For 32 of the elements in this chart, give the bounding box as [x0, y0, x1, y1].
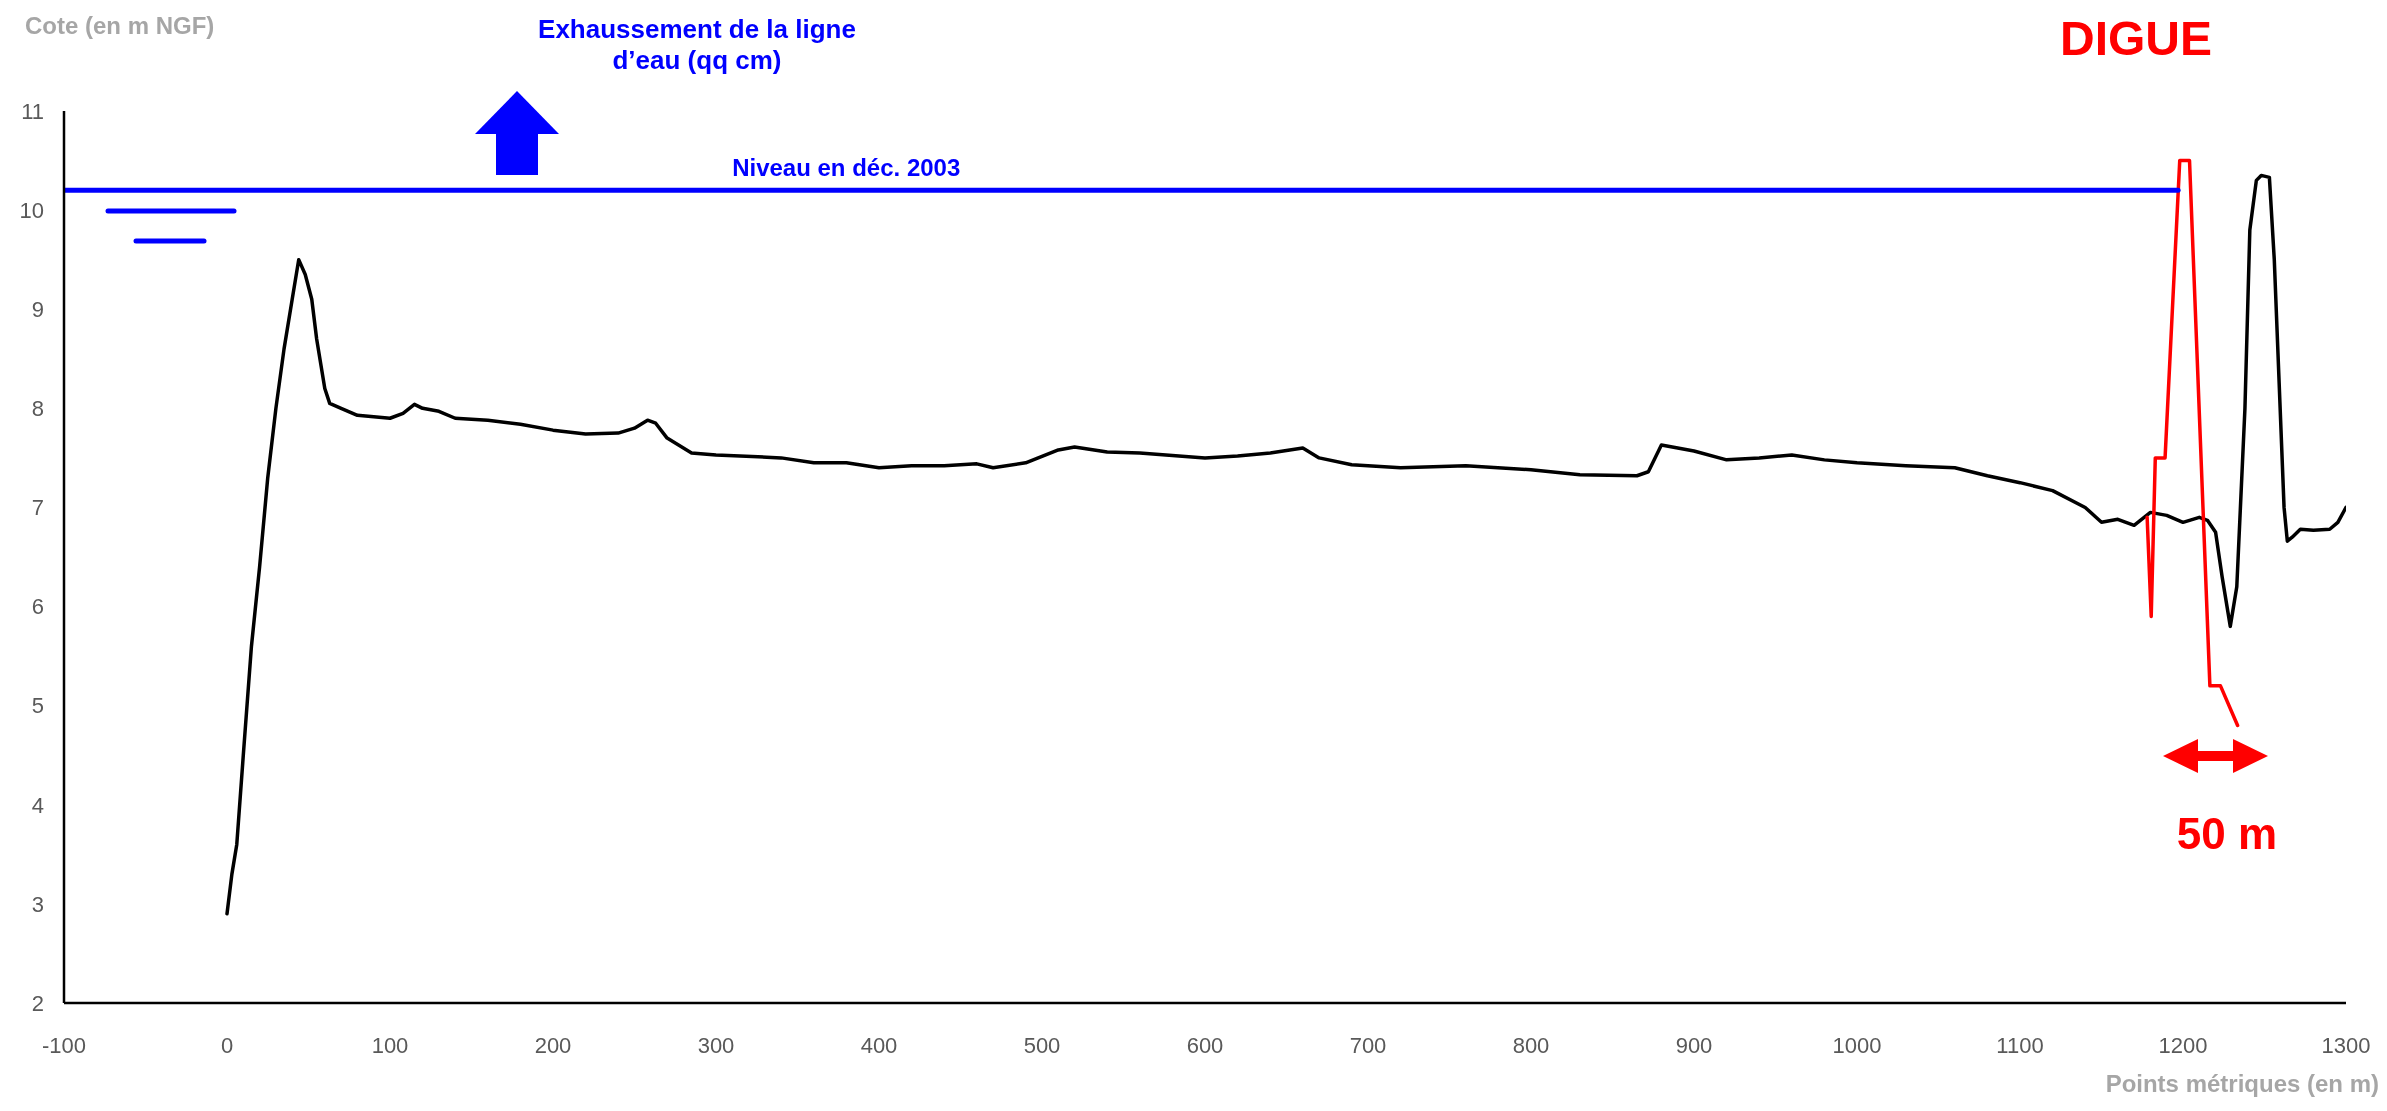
x-tick-label: 1300	[2321, 1032, 2371, 1058]
x-tick-label: 900	[1675, 1032, 1713, 1058]
x-tick-label: 1100	[1996, 1032, 2044, 1058]
x-tick-label: 700	[1349, 1032, 1387, 1058]
x-tick-label: 1200	[2158, 1032, 2208, 1058]
annotation: 50 m	[2175, 808, 2279, 860]
series-label: Niveau en déc. 2003	[732, 154, 961, 183]
y-tick-label: 7	[31, 495, 44, 521]
y-tick-label: 6	[31, 594, 44, 620]
y-tick-label: 9	[31, 297, 44, 323]
line-series	[2145, 158, 2240, 728]
x-tick-label: -100	[41, 1032, 87, 1058]
x-tick-label: 800	[1512, 1032, 1550, 1058]
x-tick-label: 500	[1023, 1032, 1061, 1058]
x-axis-title: Points métriques (en m)	[2105, 1070, 2379, 1098]
y-tick-label: 5	[31, 693, 44, 719]
x-tick-label: 0	[220, 1032, 234, 1058]
text: DIGUE	[2059, 11, 2213, 67]
y-tick-label: 4	[31, 792, 44, 818]
x-tick-label: 400	[860, 1032, 898, 1058]
y-tick-label: 10	[19, 197, 44, 223]
x-tick-label: 1000	[1832, 1032, 1882, 1058]
y-tick-label: 8	[31, 396, 44, 422]
x-tick-label: 100	[371, 1032, 409, 1058]
x-tick-label: 300	[697, 1032, 735, 1058]
x-tick-label: 600	[1186, 1032, 1224, 1058]
x-tick-label: 200	[534, 1032, 572, 1058]
y-tick-label: 11	[21, 98, 44, 124]
y-tick-label: 2	[31, 990, 44, 1016]
text: Exhaussement de la ligne d’eau (qq cm)	[537, 14, 857, 77]
y-axis-title: Cote (en m NGF)	[25, 12, 215, 40]
y-tick-label: 3	[31, 891, 44, 917]
